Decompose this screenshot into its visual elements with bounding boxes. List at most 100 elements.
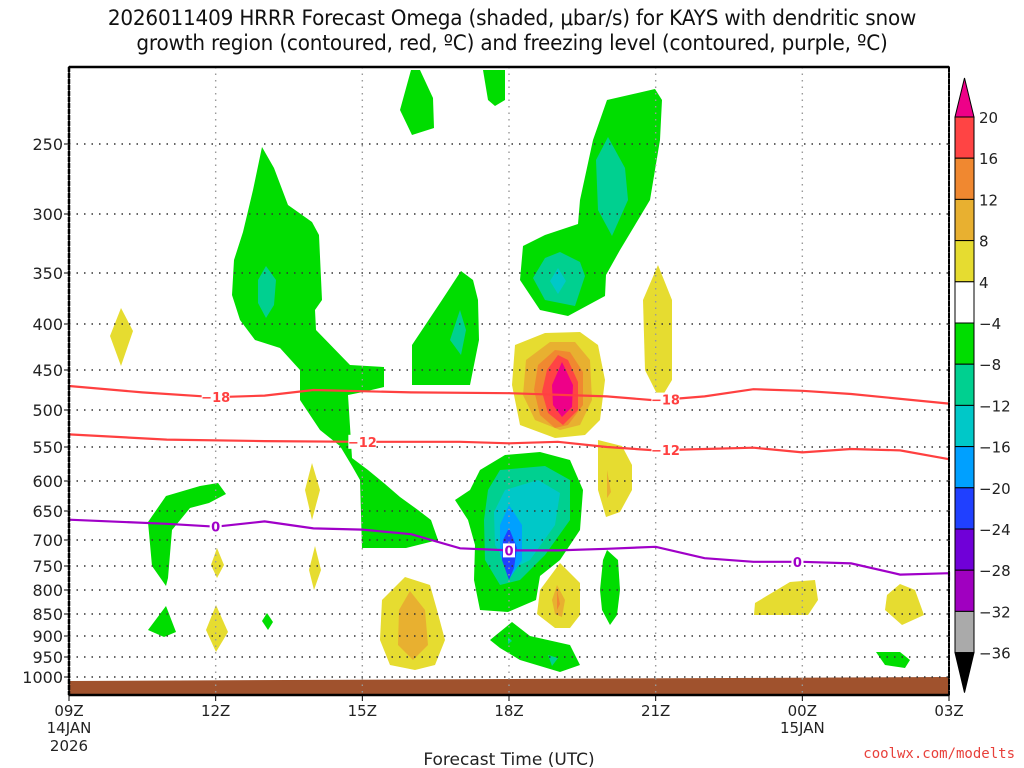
contour-label: −12 bbox=[348, 436, 377, 451]
y-tick-label: 500 bbox=[32, 401, 63, 420]
colorbar-bin bbox=[954, 487, 975, 530]
colorbar-bin bbox=[954, 157, 975, 200]
chart-title: 2026011409 HRRR Forecast Omega (shaded, … bbox=[36, 6, 988, 56]
contour-freezing-level bbox=[68, 518, 951, 581]
omega-shaded-region bbox=[110, 308, 133, 366]
omega-shaded-region bbox=[607, 470, 611, 498]
x-tick-label: 12Z bbox=[201, 702, 230, 720]
contour-label-bg bbox=[348, 434, 377, 449]
colorbar-label: −20 bbox=[979, 480, 1011, 498]
colorbar-bin bbox=[954, 322, 975, 365]
y-tick-label: 750 bbox=[32, 557, 63, 576]
contour-label-bg bbox=[651, 443, 680, 458]
chart-title-line-2: growth region (contoured, red, ºC) and f… bbox=[136, 31, 888, 56]
y-tick-label: 350 bbox=[32, 264, 63, 283]
contour-label-bg bbox=[503, 543, 515, 558]
y-tick-label: 550 bbox=[32, 438, 63, 457]
contour-lines: −18 −18 −12 −12 0 0 0 bbox=[68, 384, 951, 581]
colorbar-label: 8 bbox=[979, 233, 989, 251]
contour-label-bg bbox=[209, 519, 222, 534]
omega-shaded-region bbox=[550, 268, 566, 294]
grid-lines bbox=[69, 67, 949, 695]
omega-shaded-region bbox=[305, 463, 320, 520]
colorbar-label: −4 bbox=[979, 315, 1001, 333]
colorbar-bin bbox=[954, 240, 975, 283]
contour-label: 0 bbox=[504, 544, 513, 559]
x-tick-year: 2026 bbox=[50, 737, 88, 755]
omega-shaded-region bbox=[600, 550, 620, 625]
omega-shaded-region bbox=[557, 590, 560, 610]
omega-shaded-region bbox=[412, 271, 479, 385]
axes: 250 300 350 400 450 500 550 600 650 700 750 800 850 9… bbox=[22, 65, 964, 755]
x-tick-label: 15Z bbox=[348, 702, 377, 720]
x-tick-date: 14JAN bbox=[47, 719, 92, 737]
contour-label-bg bbox=[651, 392, 680, 407]
colorbar-label: 4 bbox=[979, 274, 989, 292]
omega-shaded-region bbox=[148, 483, 226, 586]
omega-shaded-region bbox=[598, 440, 632, 517]
chart-title-line-1: 2026011409 HRRR Forecast Omega (shaded, … bbox=[107, 6, 917, 31]
omega-shaded-region bbox=[206, 605, 228, 652]
omega-shaded-region bbox=[258, 266, 276, 318]
x-tick-label: 09Z bbox=[54, 702, 83, 720]
x-tick-date: 15JAN bbox=[780, 719, 825, 737]
colorbar-bin bbox=[954, 569, 975, 612]
colorbar-label: −36 bbox=[979, 645, 1011, 663]
omega-shaded-region bbox=[232, 147, 438, 548]
colorbar-label: 12 bbox=[979, 191, 998, 209]
contour-label: −12 bbox=[651, 444, 680, 459]
omega-shaded-region bbox=[400, 70, 434, 135]
x-tick-label: 03Z bbox=[934, 702, 963, 720]
x-tick-label: 18Z bbox=[494, 702, 523, 720]
omega-shaded-region bbox=[552, 362, 573, 417]
colorbar-bin bbox=[954, 198, 975, 242]
colorbar-bin bbox=[954, 116, 975, 159]
y-tick-label: 600 bbox=[32, 472, 63, 491]
colorbar-label: 16 bbox=[979, 150, 998, 168]
omega-shaded-region bbox=[398, 591, 428, 660]
omega-shaded-region bbox=[262, 613, 273, 630]
omega-shaded-region bbox=[211, 548, 224, 578]
omega-shaded-region bbox=[596, 137, 628, 236]
colorbar-label: −28 bbox=[979, 562, 1011, 580]
omega-shaded-region bbox=[148, 606, 176, 637]
colorbar-bin bbox=[954, 446, 975, 489]
colorbar-label: −12 bbox=[979, 397, 1011, 415]
y-tick-label: 1000 bbox=[22, 668, 63, 687]
colorbar-label: −32 bbox=[979, 603, 1011, 621]
contour-label-bg bbox=[791, 554, 804, 569]
omega-shaded-region bbox=[508, 637, 512, 644]
omega-shaded-region bbox=[309, 546, 321, 590]
y-tick-label: 650 bbox=[32, 502, 63, 521]
colorbar-bin bbox=[954, 610, 975, 654]
contour-label: −18 bbox=[201, 391, 230, 406]
omega-shaded-region bbox=[876, 652, 910, 668]
colorbar-label: −8 bbox=[979, 356, 1001, 374]
colorbar-label: −24 bbox=[979, 521, 1011, 539]
y-tick-label: 800 bbox=[32, 581, 63, 600]
contour-label-bg bbox=[201, 390, 230, 405]
x-tick-label: 21Z bbox=[641, 702, 670, 720]
credit-link[interactable]: coolwx.com/modelts bbox=[863, 746, 1015, 762]
y-tick-label: 300 bbox=[32, 205, 63, 224]
omega-shaded-region bbox=[885, 584, 924, 625]
colorbar: 20 16 12 8 4 −4 −8 −12 −16 −20 −24 −28 −32 −36 bbox=[954, 77, 1011, 693]
colorbar-label: 20 bbox=[979, 109, 998, 127]
y-tick-label: 850 bbox=[32, 605, 63, 624]
contour-dgz-bottom bbox=[68, 433, 950, 461]
y-tick-label: 900 bbox=[32, 627, 63, 646]
colorbar-max-arrow bbox=[954, 77, 975, 118]
contour-label: −18 bbox=[651, 394, 680, 409]
colorbar-bin bbox=[954, 363, 975, 406]
colorbar-label: −16 bbox=[979, 439, 1011, 457]
contour-label: 0 bbox=[793, 556, 802, 571]
y-tick-label: 450 bbox=[32, 361, 63, 380]
omega-shaded-region bbox=[754, 580, 818, 615]
y-tick-label: 400 bbox=[32, 315, 63, 334]
omega-shaded-region bbox=[490, 622, 580, 672]
colorbar-bin bbox=[954, 281, 975, 324]
omega-shaded-region bbox=[450, 310, 466, 355]
colorbar-bin bbox=[954, 404, 975, 448]
y-tick-label: 700 bbox=[32, 531, 63, 550]
